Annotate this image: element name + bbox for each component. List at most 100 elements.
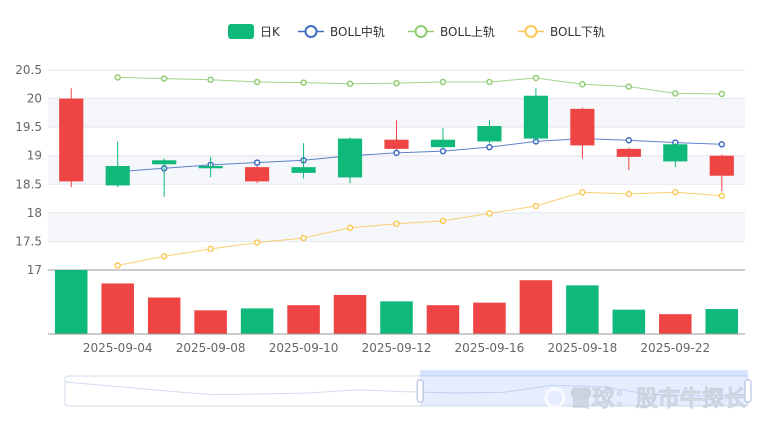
volume-bar[interactable]: [147, 297, 181, 334]
y-tick-label: 18.5: [15, 177, 42, 191]
candle-body: [198, 166, 223, 169]
y-tick-label: 20.5: [15, 63, 42, 77]
legend-label: 日K: [260, 25, 281, 39]
slider-left-handle[interactable]: [416, 379, 424, 403]
candle-body: [245, 167, 270, 182]
candle[interactable]: [291, 143, 316, 179]
volume-bar[interactable]: [101, 283, 134, 334]
candle-body: [291, 167, 316, 173]
candle[interactable]: [105, 141, 130, 188]
slider-move-handle[interactable]: [420, 370, 748, 376]
volume-bar[interactable]: [194, 310, 227, 334]
legend-circle-icon: [524, 25, 538, 38]
boll-lower-point: [718, 192, 726, 199]
boll-upper-point: [160, 75, 168, 82]
snowball-logo-ring: [544, 387, 566, 409]
volume-bar[interactable]: [287, 305, 320, 334]
volume-bar[interactable]: [473, 302, 506, 334]
volume-bar[interactable]: [380, 301, 413, 334]
candle[interactable]: [616, 147, 641, 170]
volume-bar[interactable]: [519, 280, 553, 334]
volume-bar[interactable]: [612, 309, 646, 334]
candle-body: [570, 108, 595, 146]
candle[interactable]: [709, 154, 734, 192]
snowball-logo-icon: [544, 387, 566, 409]
candle[interactable]: [523, 88, 548, 142]
boll-mid-point: [393, 149, 400, 157]
legend-item[interactable]: BOLL中轨: [298, 24, 385, 39]
grid-band: [48, 241, 745, 270]
boll-lower-point: [253, 239, 261, 246]
boll-upper-point: [579, 81, 586, 88]
y-tick-label: 17.5: [15, 234, 42, 248]
volume-bar[interactable]: [240, 308, 274, 334]
boll-lower-point: [625, 190, 633, 198]
x-tick-label: 2025-09-04: [83, 341, 153, 355]
legend-item[interactable]: BOLL上轨: [408, 25, 495, 39]
volume-bar[interactable]: [54, 270, 88, 334]
candle[interactable]: [477, 120, 502, 144]
candle[interactable]: [152, 158, 177, 197]
x-tick-label: 2025-09-12: [362, 341, 432, 355]
slider-right-handle[interactable]: [744, 379, 752, 403]
y-tick-label: 19.5: [15, 120, 42, 134]
y-tick-label: 19: [27, 149, 42, 163]
boll-mid-point: [486, 143, 493, 151]
boll-upper-point: [346, 80, 354, 87]
legend-candle-icon: [228, 24, 254, 39]
candle[interactable]: [570, 107, 595, 159]
legend-label: BOLL中轨: [330, 24, 385, 39]
legend-label: BOLL下轨: [550, 25, 605, 39]
grid-band: [48, 184, 745, 213]
legend-circle-icon: [304, 25, 318, 38]
boll-lower-point: [672, 189, 679, 196]
slider-preview-line: [64, 381, 749, 397]
boll-lower-point: [160, 253, 168, 260]
candle[interactable]: [337, 137, 363, 184]
boll-upper-point: [718, 90, 726, 98]
volume-bar[interactable]: [705, 309, 739, 334]
boll-upper-line: [117, 76, 722, 95]
grid-band: [48, 212, 745, 242]
boll-lower-point: [579, 189, 586, 196]
slider-selected-range[interactable]: [420, 376, 748, 406]
legend-item[interactable]: 日K: [228, 24, 281, 39]
x-tick-label: 2025-09-18: [547, 341, 617, 355]
volume-bar[interactable]: [426, 305, 460, 334]
candle[interactable]: [663, 143, 688, 168]
candle-body: [663, 144, 688, 162]
candle[interactable]: [245, 166, 270, 184]
candle-body: [523, 95, 548, 139]
candle[interactable]: [59, 88, 84, 188]
candle-body: [616, 148, 641, 157]
boll-upper-point: [672, 90, 679, 97]
y-tick-label: 17: [27, 263, 42, 277]
boll-mid-line: [117, 138, 722, 173]
boll-upper-point: [439, 78, 447, 86]
candle-body: [384, 139, 409, 149]
boll-lower-point: [393, 220, 400, 227]
boll-lower-point: [114, 262, 121, 269]
x-tick-label: 2025-09-16: [455, 341, 525, 355]
boll-upper-point: [207, 76, 214, 83]
boll-upper-point: [114, 74, 121, 81]
candle[interactable]: [198, 156, 223, 178]
boll-lower-point: [346, 224, 354, 231]
boll-upper-point: [300, 79, 307, 86]
volume-bar[interactable]: [659, 314, 692, 334]
candle-body: [152, 160, 177, 165]
volume-bar[interactable]: [333, 294, 367, 334]
legend-item[interactable]: BOLL下轨: [518, 25, 605, 39]
x-tick-label: 2025-09-08: [176, 341, 246, 355]
candle-body: [709, 155, 734, 176]
candle-body: [105, 166, 130, 186]
boll-lower-line: [117, 191, 722, 266]
boll-lower-point: [532, 202, 540, 210]
candle[interactable]: [430, 128, 456, 149]
volume-bar[interactable]: [566, 285, 599, 334]
legend-label: BOLL上轨: [440, 25, 495, 39]
y-tick-label: 20: [27, 92, 42, 106]
candle[interactable]: [384, 120, 409, 150]
y-tick-label: 18: [27, 206, 42, 220]
